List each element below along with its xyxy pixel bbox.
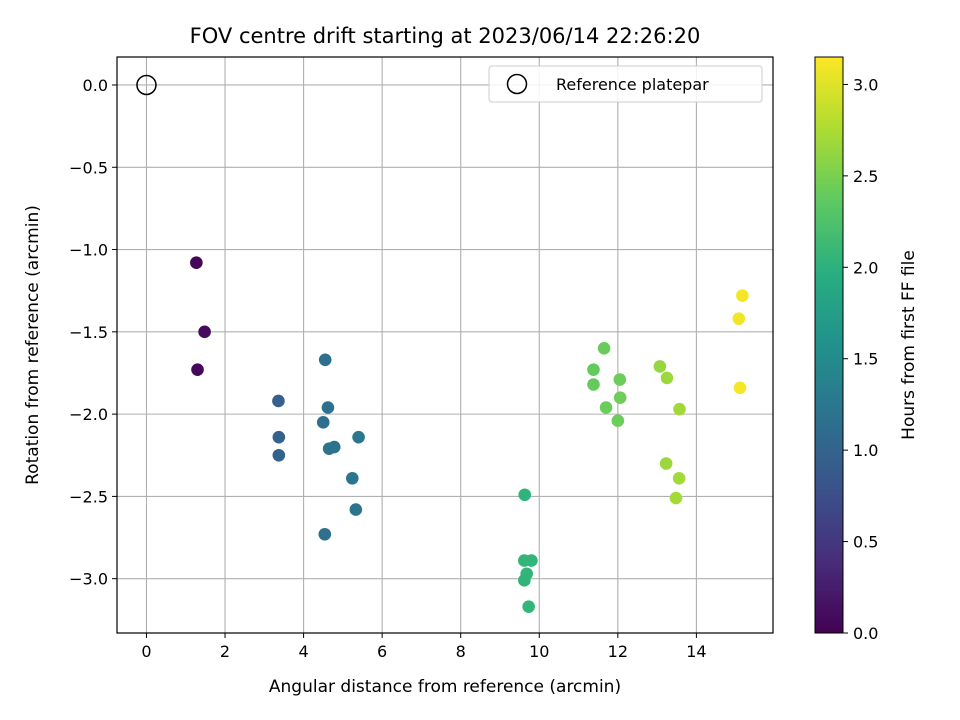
data-point bbox=[327, 440, 341, 454]
reference-point bbox=[136, 74, 157, 96]
legend-box bbox=[488, 65, 763, 103]
y-tick-label: −0.5 bbox=[69, 158, 108, 177]
legend: Reference platepar bbox=[488, 65, 763, 103]
colorbar-tick-label: 0.0 bbox=[853, 624, 878, 643]
y-tick-label: 0.0 bbox=[83, 76, 108, 95]
y-tick-label: −1.0 bbox=[69, 241, 108, 260]
colorbar-label: Hours from first FF file bbox=[899, 250, 919, 440]
plot-frame bbox=[116, 56, 774, 634]
data-point bbox=[518, 574, 531, 587]
data-point bbox=[321, 401, 335, 414]
colorbar-tick-label: 1.0 bbox=[853, 441, 878, 460]
data-point bbox=[198, 325, 211, 339]
data-point bbox=[345, 472, 359, 485]
x-tick-label: 10 bbox=[529, 642, 549, 661]
data-point bbox=[660, 371, 674, 385]
grid-lines bbox=[117, 57, 773, 633]
legend-marker-reference bbox=[506, 73, 528, 95]
data-point bbox=[659, 457, 673, 470]
y-tick-label: −2.0 bbox=[69, 405, 108, 424]
colorbar-ticks: 0.0 0.5 1.0 1.5 2.0 2.5 3.0 bbox=[843, 75, 878, 643]
x-tick-label: 8 bbox=[456, 642, 466, 661]
data-point bbox=[518, 488, 532, 502]
x-tick-label: 4 bbox=[298, 642, 308, 661]
x-axis-ticks: 0 2 4 6 8 10 12 14 bbox=[141, 633, 707, 661]
x-tick-label: 0 bbox=[141, 642, 151, 661]
data-point bbox=[318, 353, 332, 367]
data-point bbox=[349, 503, 363, 516]
data-point bbox=[525, 554, 538, 567]
data-point bbox=[587, 378, 600, 391]
data-point bbox=[191, 363, 204, 376]
data-point bbox=[669, 491, 683, 505]
x-tick-label: 14 bbox=[686, 642, 706, 661]
data-point bbox=[736, 289, 749, 302]
x-tick-label: 12 bbox=[608, 642, 628, 661]
x-tick-label: 2 bbox=[220, 642, 230, 661]
colorbar-tick-label: 3.0 bbox=[853, 75, 878, 94]
data-point bbox=[597, 341, 611, 355]
data-point bbox=[318, 527, 332, 541]
data-point bbox=[732, 312, 746, 325]
data-point bbox=[522, 600, 535, 613]
data-point bbox=[611, 414, 625, 428]
colorbar-tick-label: 2.5 bbox=[853, 167, 878, 186]
data-point bbox=[190, 256, 203, 270]
y-axis-ticks: 0.0 −0.5 −1.0 −1.5 −2.0 −2.5 −3.0 bbox=[69, 76, 117, 589]
data-point bbox=[673, 402, 686, 416]
x-tick-label: 6 bbox=[377, 642, 387, 661]
data-point bbox=[272, 430, 286, 444]
data-point bbox=[599, 401, 613, 414]
y-tick-label: −3.0 bbox=[69, 570, 108, 589]
y-axis-label: Rotation from reference (arcmin) bbox=[23, 205, 43, 485]
data-point bbox=[272, 394, 285, 408]
data-points bbox=[136, 74, 749, 613]
data-point bbox=[587, 363, 600, 376]
chart-title: FOV centre drift starting at 2023/06/14 … bbox=[190, 24, 701, 48]
colorbar-tick-label: 1.5 bbox=[853, 350, 878, 369]
data-point bbox=[672, 472, 686, 485]
legend-label-reference: Reference platepar bbox=[556, 75, 709, 94]
data-point bbox=[272, 448, 286, 462]
y-tick-label: −2.5 bbox=[69, 487, 108, 506]
colorbar: 0.0 0.5 1.0 1.5 2.0 2.5 3.0 Hours from first F… bbox=[814, 56, 919, 643]
data-point bbox=[316, 416, 330, 429]
data-point bbox=[352, 430, 365, 444]
colorbar-tick-label: 0.5 bbox=[853, 533, 878, 552]
data-point bbox=[733, 381, 747, 395]
y-tick-label: −1.5 bbox=[69, 323, 108, 342]
data-point bbox=[613, 373, 627, 386]
data-point bbox=[613, 391, 627, 404]
data-point bbox=[653, 360, 667, 373]
x-axis-label: Angular distance from reference (arcmin) bbox=[269, 677, 621, 697]
colorbar-tick-label: 2.0 bbox=[853, 258, 878, 277]
colorbar-gradient bbox=[814, 56, 844, 634]
